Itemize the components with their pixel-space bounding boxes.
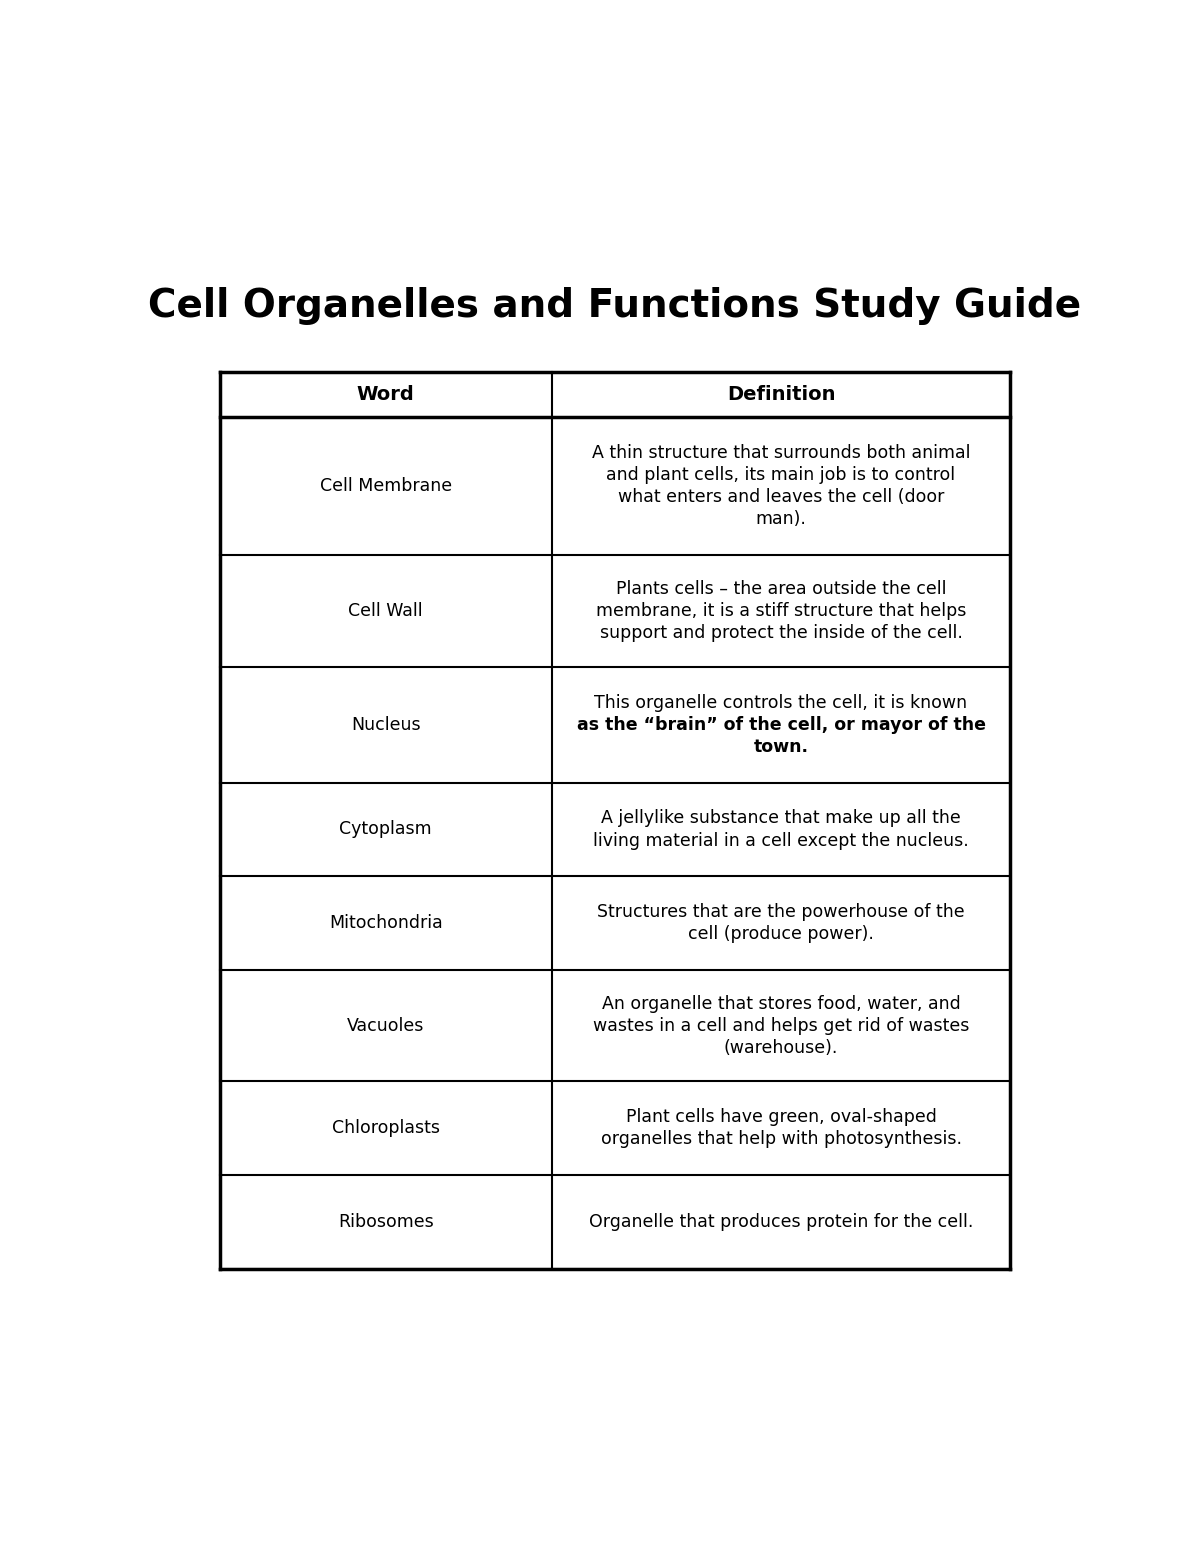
Text: Cytoplasm: Cytoplasm bbox=[340, 820, 432, 839]
Text: An organelle that stores food, water, and: An organelle that stores food, water, an… bbox=[601, 994, 960, 1013]
Text: Definition: Definition bbox=[727, 385, 835, 404]
Text: (warehouse).: (warehouse). bbox=[724, 1039, 838, 1056]
Text: Cell Wall: Cell Wall bbox=[348, 603, 424, 620]
Text: Mitochondria: Mitochondria bbox=[329, 915, 443, 932]
Text: and plant cells, its main job is to control: and plant cells, its main job is to cont… bbox=[606, 466, 955, 485]
Text: Cell Organelles and Functions Study Guide: Cell Organelles and Functions Study Guid… bbox=[149, 287, 1081, 325]
Text: membrane, it is a stiff structure that helps: membrane, it is a stiff structure that h… bbox=[596, 603, 966, 620]
Text: as the “brain” of the cell, or mayor of the: as the “brain” of the cell, or mayor of … bbox=[576, 716, 985, 733]
Text: cell (produce power).: cell (produce power). bbox=[688, 926, 874, 943]
Text: town.: town. bbox=[754, 738, 809, 756]
Text: living material in a cell except the nucleus.: living material in a cell except the nuc… bbox=[593, 831, 968, 849]
Text: Word: Word bbox=[356, 385, 415, 404]
Text: Structures that are the powerhouse of the: Structures that are the powerhouse of th… bbox=[598, 902, 965, 921]
Text: organelles that help with photosynthesis.: organelles that help with photosynthesis… bbox=[600, 1131, 961, 1148]
Text: Nucleus: Nucleus bbox=[350, 716, 420, 733]
Text: Plant cells have green, oval-shaped: Plant cells have green, oval-shaped bbox=[625, 1109, 936, 1126]
Text: This organelle controls the cell, it is known: This organelle controls the cell, it is … bbox=[594, 694, 967, 711]
Text: what enters and leaves the cell (door: what enters and leaves the cell (door bbox=[618, 488, 944, 506]
Text: Ribosomes: Ribosomes bbox=[338, 1213, 433, 1232]
Text: man).: man). bbox=[756, 511, 806, 528]
Text: A thin structure that surrounds both animal: A thin structure that surrounds both ani… bbox=[592, 444, 971, 463]
Text: Cell Membrane: Cell Membrane bbox=[319, 477, 452, 495]
Bar bbox=[220, 371, 1010, 1269]
Text: support and protect the inside of the cell.: support and protect the inside of the ce… bbox=[600, 624, 962, 643]
Text: Chloroplasts: Chloroplasts bbox=[331, 1120, 439, 1137]
Text: Vacuoles: Vacuoles bbox=[347, 1017, 425, 1034]
Text: A jellylike substance that make up all the: A jellylike substance that make up all t… bbox=[601, 809, 961, 828]
Text: wastes in a cell and helps get rid of wastes: wastes in a cell and helps get rid of wa… bbox=[593, 1017, 970, 1034]
Text: Plants cells – the area outside the cell: Plants cells – the area outside the cell bbox=[616, 579, 947, 598]
Text: Organelle that produces protein for the cell.: Organelle that produces protein for the … bbox=[589, 1213, 973, 1232]
